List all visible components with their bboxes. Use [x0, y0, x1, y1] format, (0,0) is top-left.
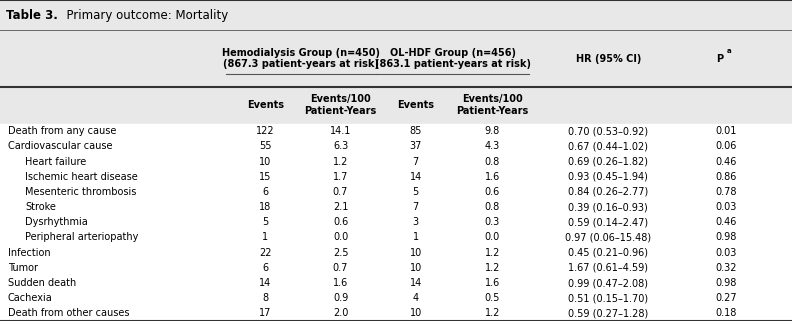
Bar: [0, 245, 792, 260]
Text: 0.84 (0.26–2.77): 0.84 (0.26–2.77): [568, 187, 649, 197]
Text: Dysrhythmia: Dysrhythmia: [25, 217, 88, 227]
Text: 6.3: 6.3: [333, 141, 348, 152]
Text: 1.2: 1.2: [485, 248, 500, 258]
Bar: [0, 306, 792, 321]
Text: 14: 14: [409, 278, 422, 288]
Text: 1: 1: [413, 232, 419, 242]
Text: 0.8: 0.8: [485, 157, 500, 167]
Text: 0.06: 0.06: [715, 141, 737, 152]
Text: 14.1: 14.1: [330, 126, 351, 136]
Text: Cardiovascular cause: Cardiovascular cause: [8, 141, 112, 152]
Bar: [0, 215, 792, 230]
Text: Hemodialysis Group (n=450)
(867.3 patient-years at risk): Hemodialysis Group (n=450) (867.3 patien…: [222, 48, 380, 69]
Text: 5: 5: [262, 217, 268, 227]
Text: 0.9: 0.9: [333, 293, 348, 303]
Text: Events/100
Patient-Years: Events/100 Patient-Years: [456, 94, 528, 116]
Text: 0.0: 0.0: [333, 232, 348, 242]
Text: 0.70 (0.53–0.92): 0.70 (0.53–0.92): [568, 126, 649, 136]
Text: 0.98: 0.98: [715, 278, 737, 288]
Bar: [0, 169, 792, 184]
Bar: [0, 230, 792, 245]
Text: 1.6: 1.6: [333, 278, 348, 288]
Text: Stroke: Stroke: [25, 202, 56, 212]
Text: 9.8: 9.8: [485, 126, 500, 136]
Text: 1.7: 1.7: [333, 172, 348, 182]
Bar: [0, 0, 792, 87]
Text: 17: 17: [259, 308, 272, 318]
Text: 10: 10: [409, 248, 422, 258]
Text: a: a: [727, 48, 731, 54]
Text: 0.59 (0.14–2.47): 0.59 (0.14–2.47): [568, 217, 649, 227]
Text: Tumor: Tumor: [8, 263, 38, 273]
Text: 0.18: 0.18: [715, 308, 737, 318]
Text: 4.3: 4.3: [485, 141, 500, 152]
Text: 1.2: 1.2: [485, 308, 500, 318]
Text: 0.01: 0.01: [715, 126, 737, 136]
Text: 0.03: 0.03: [715, 248, 737, 258]
Text: 1.6: 1.6: [485, 278, 500, 288]
Text: 2.5: 2.5: [333, 248, 348, 258]
Text: 2.1: 2.1: [333, 202, 348, 212]
Text: Cachexia: Cachexia: [8, 293, 53, 303]
Text: 4: 4: [413, 293, 419, 303]
Text: 0.69 (0.26–1.82): 0.69 (0.26–1.82): [568, 157, 649, 167]
Text: Table 3.: Table 3.: [6, 9, 57, 22]
Text: 122: 122: [256, 126, 275, 136]
Bar: [0, 260, 792, 275]
Text: 14: 14: [259, 278, 272, 288]
Text: 0.93 (0.45–1.94): 0.93 (0.45–1.94): [569, 172, 648, 182]
Text: 6: 6: [262, 187, 268, 197]
Text: 1.2: 1.2: [485, 263, 500, 273]
Text: Events/100
Patient-Years: Events/100 Patient-Years: [304, 94, 377, 116]
Text: 1: 1: [262, 232, 268, 242]
Text: Heart failure: Heart failure: [25, 157, 86, 167]
Text: P: P: [716, 54, 723, 64]
Text: 0.46: 0.46: [715, 157, 737, 167]
Text: 1.6: 1.6: [485, 172, 500, 182]
Text: 2.0: 2.0: [333, 308, 348, 318]
Text: 10: 10: [409, 263, 422, 273]
Text: Death from any cause: Death from any cause: [8, 126, 116, 136]
Text: 0.39 (0.16–0.93): 0.39 (0.16–0.93): [569, 202, 648, 212]
Bar: [0, 184, 792, 200]
Text: 7: 7: [413, 202, 419, 212]
Text: 22: 22: [259, 248, 272, 258]
Text: 37: 37: [409, 141, 422, 152]
Text: 0.7: 0.7: [333, 187, 348, 197]
Text: Primary outcome: Mortality: Primary outcome: Mortality: [59, 9, 229, 22]
Text: 0.45 (0.21–0.96): 0.45 (0.21–0.96): [568, 248, 649, 258]
Text: 0.67 (0.44–1.02): 0.67 (0.44–1.02): [568, 141, 649, 152]
Text: Peripheral arteriopathy: Peripheral arteriopathy: [25, 232, 139, 242]
Text: 0.27: 0.27: [715, 293, 737, 303]
Text: 0.51 (0.15–1.70): 0.51 (0.15–1.70): [568, 293, 649, 303]
Text: 0.6: 0.6: [485, 187, 500, 197]
Text: 10: 10: [409, 308, 422, 318]
Bar: [0, 154, 792, 169]
Text: 0.32: 0.32: [715, 263, 737, 273]
Text: 0.7: 0.7: [333, 263, 348, 273]
Bar: [0, 0, 792, 30]
Text: 6: 6: [262, 263, 268, 273]
Text: 0.03: 0.03: [715, 202, 737, 212]
Text: Infection: Infection: [8, 248, 51, 258]
Text: 10: 10: [259, 157, 272, 167]
Text: 0.5: 0.5: [485, 293, 500, 303]
Text: 3: 3: [413, 217, 419, 227]
Bar: [0, 291, 792, 306]
Text: 8: 8: [262, 293, 268, 303]
Text: 55: 55: [259, 141, 272, 152]
Text: 0.86: 0.86: [715, 172, 737, 182]
Text: 0.8: 0.8: [485, 202, 500, 212]
Bar: [0, 275, 792, 291]
Text: Death from other causes: Death from other causes: [8, 308, 129, 318]
Text: 85: 85: [409, 126, 422, 136]
Bar: [0, 124, 792, 139]
Text: 7: 7: [413, 157, 419, 167]
Text: Events: Events: [398, 100, 434, 110]
Text: 0.98: 0.98: [715, 232, 737, 242]
Text: Events: Events: [247, 100, 284, 110]
Text: 1.2: 1.2: [333, 157, 348, 167]
Text: Ischemic heart disease: Ischemic heart disease: [25, 172, 138, 182]
Text: HR (95% CI): HR (95% CI): [576, 54, 641, 64]
Text: 0.59 (0.27–1.28): 0.59 (0.27–1.28): [568, 308, 649, 318]
